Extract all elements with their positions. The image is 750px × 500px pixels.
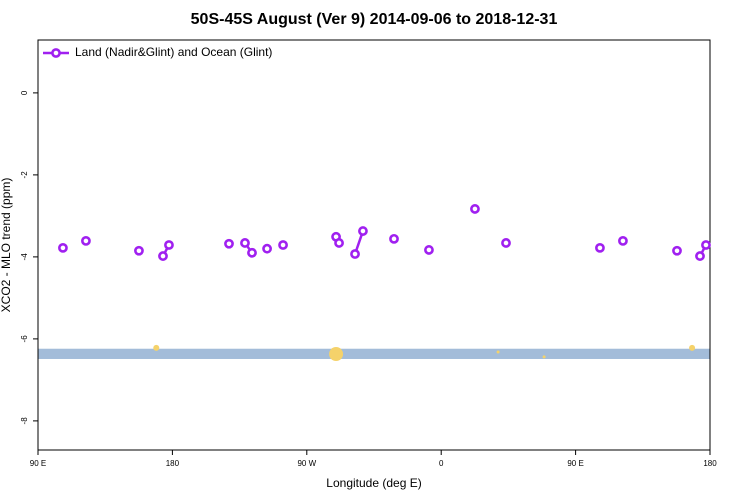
data-point <box>358 226 368 236</box>
data-point <box>81 235 91 246</box>
data-point <box>158 251 168 261</box>
highlight-marker <box>542 355 546 359</box>
x-tick-label: 90 E <box>30 459 46 468</box>
y-tick-label: 0 <box>20 90 29 95</box>
data-point <box>350 249 360 259</box>
data-point <box>262 243 272 254</box>
x-tick-label: 180 <box>166 459 180 468</box>
legend-marker <box>51 48 61 58</box>
y-tick-label: -8 <box>20 417 29 425</box>
legend-label: Land (Nadir&Glint) and Ocean (Glint) <box>75 45 272 59</box>
y-axis-label: XCO2 - MLO trend (ppm) <box>0 178 13 313</box>
data-point <box>58 242 68 253</box>
data-point <box>278 240 288 250</box>
plot-frame <box>37 39 711 451</box>
x-tick-label: 90 W <box>297 459 316 468</box>
x-tick-label: 180 <box>703 459 717 468</box>
data-point <box>134 245 144 256</box>
y-tick-label: -4 <box>20 253 29 261</box>
highlight-marker <box>329 347 344 362</box>
data-point <box>501 238 511 248</box>
highlight-marker <box>153 344 160 351</box>
x-tick-label: 0 <box>439 459 444 468</box>
data-point <box>595 242 605 253</box>
data-point <box>389 233 399 244</box>
data-point <box>240 238 250 248</box>
highlight-marker <box>496 350 500 354</box>
data-point <box>701 240 711 250</box>
data-point <box>334 238 344 248</box>
data-point <box>424 245 434 255</box>
y-tick-label: -2 <box>20 171 29 179</box>
x-axis-label: Longitude (deg E) <box>326 476 421 490</box>
data-point <box>470 204 480 214</box>
x-tick-label: 90 E <box>567 459 583 468</box>
data-point <box>618 235 628 246</box>
highlight-marker <box>689 344 696 351</box>
data-point <box>164 240 174 250</box>
data-point <box>695 251 705 261</box>
data-point <box>247 247 257 258</box>
y-tick-label: -6 <box>20 335 29 343</box>
data-point <box>672 245 682 256</box>
chart-title: 50S-45S August (Ver 9) 2014-09-06 to 201… <box>191 11 558 28</box>
data-point <box>224 238 234 249</box>
band <box>38 348 710 359</box>
